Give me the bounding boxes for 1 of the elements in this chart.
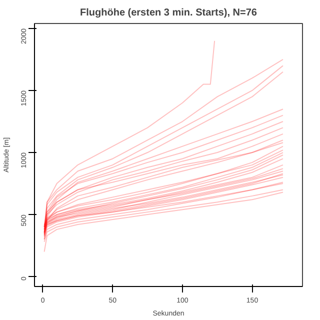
- chart-title: Flughöhe (ersten 3 min. Starts), N=76: [80, 8, 258, 18]
